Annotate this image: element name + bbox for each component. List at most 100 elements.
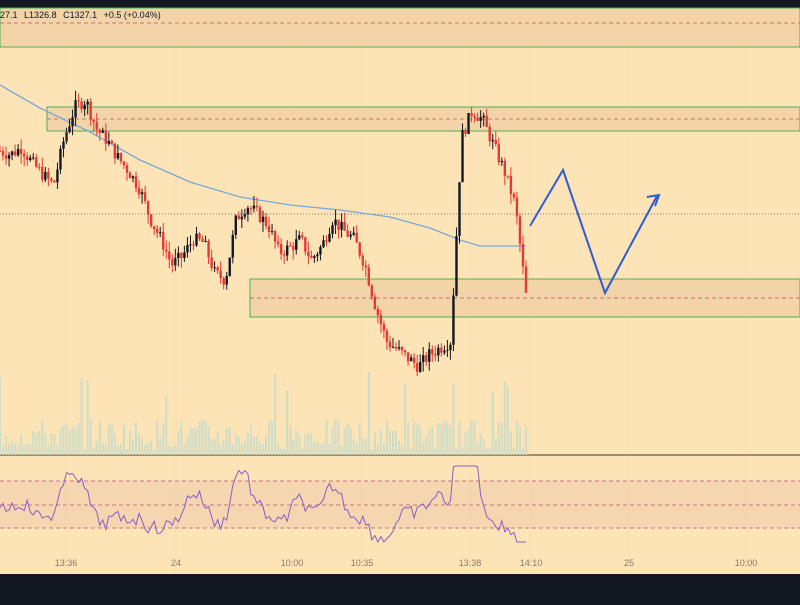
volume-bar [355, 442, 358, 455]
volume-bar [271, 421, 274, 455]
volume-bar [419, 425, 422, 455]
candle-body [488, 126, 491, 142]
candle-body [428, 349, 431, 362]
volume-bar [328, 443, 331, 455]
x-tick-label: 14:10 [520, 558, 543, 568]
volume-bar [470, 420, 473, 455]
candle-body [56, 169, 59, 183]
volume-bar [5, 435, 8, 455]
candle-body [162, 232, 165, 250]
candle-body [140, 192, 144, 195]
volume-bar [410, 446, 413, 455]
candle-body [485, 115, 488, 127]
volume-bar [2, 445, 5, 455]
volume-bar [521, 448, 524, 455]
volume-bar [509, 431, 512, 455]
candle-body [255, 205, 259, 208]
volume-bar [428, 430, 431, 455]
candle-body [418, 362, 422, 372]
volume-bar [413, 421, 416, 455]
volume-bar [391, 430, 394, 455]
volume-bar [204, 421, 207, 455]
candle-body [276, 241, 280, 245]
volume-bar [14, 444, 17, 455]
volume-bar [47, 444, 50, 455]
volume-bar [156, 420, 159, 455]
moving-average-line [0, 84, 526, 247]
candle-body [500, 160, 504, 163]
candle-body [16, 148, 20, 156]
volume-bar [437, 423, 440, 455]
volume-bar [262, 443, 264, 455]
candle-body [86, 101, 89, 105]
candle-body [186, 245, 189, 253]
volume-bar [512, 448, 515, 455]
candle-body [125, 165, 129, 173]
volume-bar [382, 443, 385, 455]
candle-body [38, 166, 41, 168]
volume-bar [174, 445, 177, 455]
candle-body [494, 139, 497, 145]
volume-bar [65, 422, 68, 455]
candle-body [319, 247, 322, 255]
candle-body [152, 226, 156, 229]
volume-bar [71, 426, 74, 455]
volume-bar [316, 441, 319, 455]
candle-body [367, 267, 371, 286]
volume-bar [53, 434, 56, 455]
candle-body [95, 121, 98, 130]
volume-bar [86, 379, 89, 455]
volume-bar [162, 422, 165, 455]
volume-bar [268, 420, 271, 455]
candle-body [137, 188, 141, 195]
candle-body [128, 172, 132, 179]
candle-body [134, 176, 138, 189]
candle-body [267, 226, 271, 233]
volume-bar [119, 444, 122, 455]
volume-bar [258, 441, 261, 455]
volume-bar [364, 439, 367, 455]
volume-bar [110, 424, 113, 455]
volume-bar [404, 384, 407, 455]
candle-body [47, 171, 50, 179]
candle-body [29, 157, 32, 160]
candle-body [282, 254, 286, 256]
candle-body [59, 148, 62, 170]
candle-body [506, 175, 510, 177]
volume-bar [370, 448, 373, 455]
volume-bar [304, 434, 307, 455]
volume-bar [301, 447, 304, 455]
candle-body [355, 232, 358, 243]
candle-body [385, 330, 389, 342]
volume-bar [104, 444, 107, 455]
candle-body [155, 228, 159, 233]
volume-bar [183, 443, 186, 455]
candle-body [149, 214, 153, 227]
volume-bar [388, 430, 391, 455]
candle-body [334, 219, 337, 226]
volume-bar [165, 394, 168, 455]
x-tick-label: 13:38 [459, 558, 482, 568]
volume-bar [352, 438, 355, 455]
volume-bar [313, 441, 316, 455]
volume-bar [494, 437, 497, 455]
volume-bar [56, 445, 59, 455]
resistance-zone [46, 106, 800, 132]
x-tick-label: 25 [624, 558, 634, 568]
candle-body [201, 238, 204, 242]
candle-body [273, 231, 277, 242]
volume-bar [74, 427, 77, 455]
volume-bar [135, 421, 138, 455]
volume-bar [122, 424, 125, 455]
volume-bar [38, 430, 41, 455]
candle-body [119, 153, 123, 162]
volume-bar [277, 443, 280, 455]
volume-bar [213, 438, 216, 455]
candle-body [107, 140, 111, 144]
candle-body [249, 208, 253, 210]
volume-bars [0, 371, 527, 455]
volume-bar [228, 426, 231, 455]
volume-bar [222, 440, 225, 455]
